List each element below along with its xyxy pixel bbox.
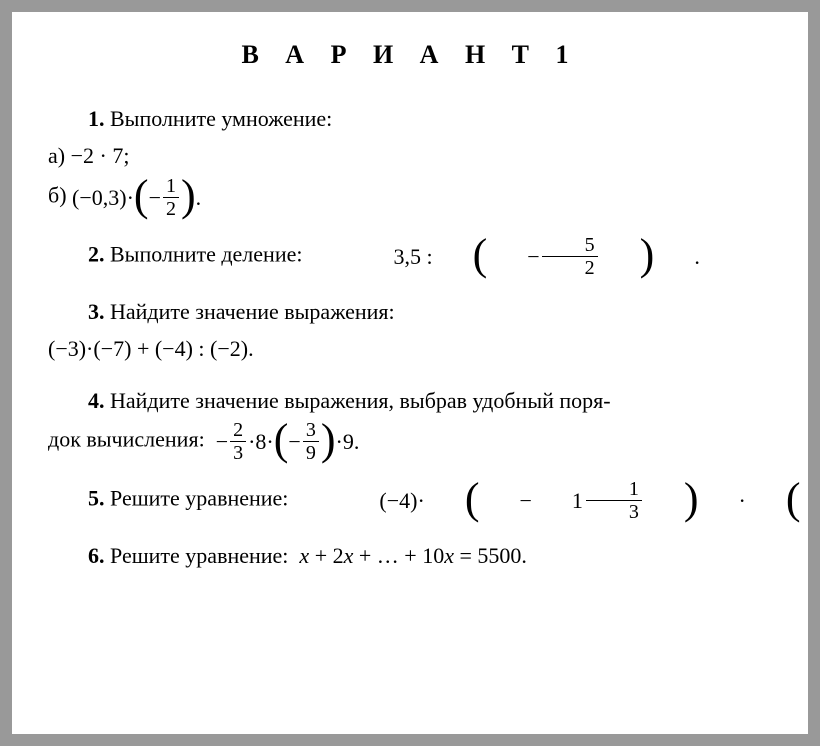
coef: 2 (801, 482, 820, 519)
problem-text: док вычисления: (48, 427, 205, 452)
variable: x (344, 543, 354, 568)
paren-close: ) (644, 481, 699, 516)
problem-text: Решите уравнение: (110, 486, 288, 511)
numerator: 1 (586, 478, 642, 501)
numerator: 3 (303, 419, 319, 442)
problem-5: 5. Решите уравнение: (−4)· ( − 1 1 3 ) ·… (48, 478, 772, 523)
expr-end: . (654, 238, 700, 275)
expression: x + 2x + … + 10x = 5500. (294, 543, 527, 568)
fraction: 2 3 (230, 419, 246, 464)
paren-open: ( (425, 481, 480, 516)
problem-number: 2. (88, 241, 105, 266)
paren-open: ( (433, 237, 488, 272)
problem-number: 5. (88, 486, 105, 511)
problem-text: Выполните деление: (110, 241, 302, 266)
expr-lhs: (−4)· (339, 482, 424, 519)
numerator: 2 (230, 419, 246, 442)
problem-text: Выполните умножение: (110, 106, 332, 131)
expr-lhs: 3,5 : (353, 238, 432, 275)
problem-1: 1. Выполните умножение: а) −2 · 7; б) (−… (48, 100, 772, 220)
problem-6-line: 6. Решите уравнение: x + 2x + … + 10x = … (48, 537, 772, 574)
problem-3: 3. Найдите значение выражения: (−3)·(−7)… (48, 293, 772, 368)
problem-1b: б) (−0,3)· ( − 1 2 ) . (48, 175, 772, 220)
fraction: 5 2 (542, 234, 598, 279)
minus-sign: − (288, 423, 300, 460)
minus-sign: − (149, 179, 161, 216)
problem-3-expr: (−3)·(−7) + (−4) : (−2). (48, 330, 772, 367)
minus-sign: − (487, 238, 539, 275)
problem-number: 1. (88, 106, 105, 131)
denominator: 2 (542, 257, 598, 279)
variant-title: В А Р И А Н Т 1 (48, 40, 772, 70)
denominator: 3 (230, 442, 246, 464)
problem-1-stem: 1. Выполните умножение: (48, 100, 772, 137)
paren-open: ( (274, 422, 289, 457)
expression: −2 · 7; (71, 143, 130, 168)
expression: (−0,3)· ( − 1 2 ) . (72, 175, 201, 220)
problem-4: 4. Найдите значение выражения, выбрав уд… (48, 382, 772, 464)
problem-2-line: 2. Выполните деление: 3,5 : ( − 5 2 ) . (48, 234, 772, 279)
t: = 5500. (454, 543, 527, 568)
variable: x (444, 543, 454, 568)
expr-mid: · (699, 482, 746, 519)
problem-1a: а) −2 · 7; (48, 137, 772, 174)
problem-number: 4. (88, 388, 105, 413)
fraction: 3 9 (303, 419, 319, 464)
expr-lhs: (−0,3)· (72, 179, 134, 216)
expression: (−4)· ( − 1 1 3 ) · ( 2x − 8 1 (294, 478, 820, 523)
expression: 3,5 : ( − 5 2 ) . (308, 234, 700, 279)
expr-mid: ·8· (248, 423, 274, 460)
t: + 2 (309, 543, 343, 568)
worksheet-page: В А Р И А Н Т 1 1. Выполните умножение: … (12, 12, 808, 734)
t: + … + 10 (353, 543, 444, 568)
fraction: 1 2 (163, 175, 179, 220)
sub-label: а) (48, 143, 65, 168)
numerator: 5 (542, 234, 598, 257)
sub-label: б) (48, 182, 67, 207)
paren-open: ( (746, 481, 801, 516)
denominator: 3 (586, 501, 642, 523)
problem-5-line: 5. Решите уравнение: (−4)· ( − 1 1 3 ) ·… (48, 478, 772, 523)
problem-2: 2. Выполните деление: 3,5 : ( − 5 2 ) . (48, 234, 772, 279)
expr-end: . (196, 179, 202, 216)
paren-open: ( (134, 178, 149, 213)
expr-mid2: ·9 (336, 423, 354, 460)
fraction: 1 3 (586, 478, 642, 523)
problem-6: 6. Решите уравнение: x + 2x + … + 10x = … (48, 537, 772, 574)
denominator: 2 (163, 198, 179, 220)
expression: − 2 3 ·8· ( − 3 9 ) ·9 . (210, 419, 359, 464)
problem-3-stem: 3. Найдите значение выражения: (48, 293, 772, 330)
problem-4-stem-line1: 4. Найдите значение выражения, выбрав уд… (48, 382, 772, 419)
problem-text: Решите уравнение: (110, 543, 288, 568)
paren-close: ) (321, 422, 336, 457)
mixed-number: 1 1 3 (532, 478, 644, 523)
paren-close: ) (181, 178, 196, 213)
whole-part: 1 (532, 482, 583, 519)
numerator: 1 (163, 175, 179, 198)
paren-close: ) (600, 237, 655, 272)
variable: x (299, 543, 309, 568)
problem-number: 6. (88, 543, 105, 568)
problem-4-stem-line2: док вычисления: − 2 3 ·8· ( − 3 9 ) ·9 . (48, 419, 772, 464)
problem-number: 3. (88, 299, 105, 324)
minus-sign: − (216, 423, 228, 460)
denominator: 9 (303, 442, 319, 464)
problem-text: Найдите значение выражения, выбрав удобн… (110, 388, 611, 413)
minus-sign: − (479, 482, 531, 519)
expr-end: . (354, 423, 360, 460)
problem-text: Найдите значение выражения: (110, 299, 395, 324)
